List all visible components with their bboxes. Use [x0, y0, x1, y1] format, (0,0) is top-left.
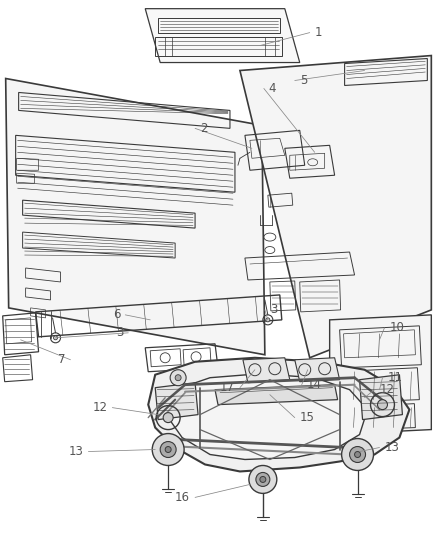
Circle shape — [266, 318, 270, 322]
Circle shape — [342, 439, 374, 471]
Circle shape — [53, 336, 57, 340]
Circle shape — [160, 441, 176, 457]
Circle shape — [249, 465, 277, 494]
Circle shape — [355, 451, 360, 457]
Polygon shape — [145, 9, 300, 62]
Circle shape — [165, 447, 171, 453]
Polygon shape — [330, 315, 431, 434]
Text: 15: 15 — [300, 411, 314, 424]
Text: 2: 2 — [200, 122, 208, 135]
Polygon shape — [155, 383, 198, 419]
Text: 14: 14 — [307, 378, 322, 391]
Polygon shape — [243, 358, 290, 383]
Text: 16: 16 — [175, 491, 190, 504]
Polygon shape — [168, 374, 367, 459]
Polygon shape — [6, 78, 265, 355]
Text: 7: 7 — [58, 353, 66, 366]
Text: 12: 12 — [379, 383, 395, 396]
Polygon shape — [295, 358, 339, 382]
Text: 12: 12 — [92, 401, 107, 414]
Polygon shape — [360, 375, 403, 419]
Text: 1: 1 — [314, 26, 322, 39]
Polygon shape — [215, 385, 338, 405]
Circle shape — [152, 433, 184, 465]
Text: 4: 4 — [269, 82, 276, 95]
Text: 6: 6 — [113, 309, 120, 321]
Text: 11: 11 — [388, 371, 403, 384]
Circle shape — [175, 375, 181, 381]
Text: 3: 3 — [116, 326, 124, 340]
Circle shape — [163, 413, 173, 423]
Circle shape — [350, 447, 366, 463]
Circle shape — [256, 472, 270, 487]
Polygon shape — [240, 55, 431, 358]
Text: 13: 13 — [69, 445, 83, 458]
Circle shape — [378, 400, 388, 410]
Text: 3: 3 — [270, 303, 277, 317]
Circle shape — [170, 370, 186, 386]
Text: 5: 5 — [300, 74, 307, 87]
Polygon shape — [148, 358, 410, 472]
Text: 17: 17 — [220, 381, 235, 394]
Text: 10: 10 — [389, 321, 404, 334]
Text: 13: 13 — [385, 441, 399, 454]
Circle shape — [260, 477, 266, 482]
